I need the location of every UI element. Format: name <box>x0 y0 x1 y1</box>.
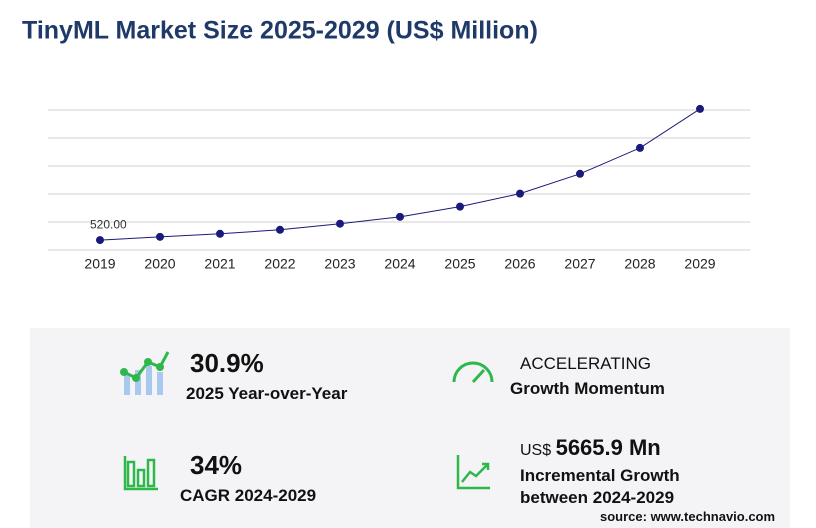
icon-gauge <box>452 361 494 384</box>
x-tick-label: 2023 <box>324 256 355 272</box>
x-tick-label: 2019 <box>84 256 115 272</box>
point <box>276 225 284 234</box>
point <box>696 104 704 113</box>
x-tick-label: 2021 <box>204 256 235 272</box>
x-tick-label: 2022 <box>264 256 295 272</box>
stat-prefix: US$ <box>520 442 552 459</box>
point <box>576 169 584 178</box>
stats-panel <box>30 328 790 528</box>
point <box>456 202 464 211</box>
source: source: www.technavio.com <box>600 509 776 524</box>
icon-growth <box>456 455 490 490</box>
x-tick-label: 2027 <box>564 256 595 272</box>
x-tick-label: 2029 <box>684 256 715 272</box>
icon-chart <box>123 456 158 491</box>
stat-label: Incremental Growth <box>520 466 680 485</box>
x-tick-label: 2024 <box>384 256 415 272</box>
stat-value: ACCELERATING <box>520 354 651 373</box>
stat-value: 5665.9 Mn <box>555 435 661 460</box>
point <box>96 236 104 245</box>
value-label: 520.00 <box>90 217 127 231</box>
stat-label: Growth Momentum <box>510 379 665 398</box>
chart-title: TinyML Market Size 2025-2029 (US$ Millio… <box>22 17 538 45</box>
stat-value: 34% <box>190 450 243 480</box>
stat-value: 30.9% <box>190 348 264 378</box>
point <box>636 143 644 152</box>
point <box>516 189 524 198</box>
stat-label: between 2024-2029 <box>520 488 675 507</box>
point <box>156 232 164 241</box>
icon-bars <box>120 351 170 395</box>
x-tick-label: 2025 <box>444 256 475 272</box>
x-tick-label: 2028 <box>624 256 655 272</box>
point <box>396 212 404 221</box>
stat-value-group: US$ 5665.9 Mn <box>520 435 661 461</box>
point <box>216 229 224 238</box>
point <box>336 219 344 228</box>
stat-label: CAGR 2024-2029 <box>180 486 317 505</box>
x-tick-label: 2020 <box>144 256 175 272</box>
stat-label: 2025 Year-over-Year <box>186 384 348 403</box>
x-tick-label: 2026 <box>504 256 535 272</box>
